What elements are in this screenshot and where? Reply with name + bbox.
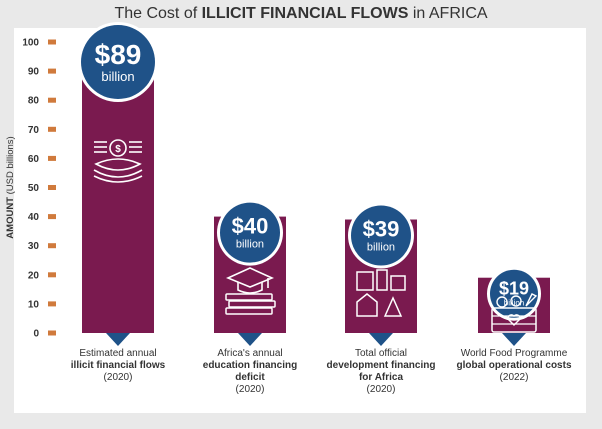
icon-dollar: $ — [115, 144, 121, 155]
chart-title: The Cost of ILLICIT FINANCIAL FLOWS in A… — [0, 5, 602, 23]
x-label-prefix: Estimated annual — [79, 348, 157, 359]
x-label-year: (2022) — [499, 372, 529, 383]
value-label: $40 — [232, 214, 269, 239]
y-tick-mark — [48, 214, 56, 220]
icon-crate — [491, 307, 537, 333]
value-label: $89 — [95, 39, 142, 70]
y-tick-mark — [48, 68, 56, 74]
icon-book — [225, 307, 273, 315]
icon-hand — [94, 158, 142, 171]
graduation-books-icon — [225, 267, 276, 315]
x-label-year: (2020) — [366, 384, 396, 395]
title-prefix: The Cost of — [114, 5, 202, 22]
bar-pointer — [238, 333, 262, 346]
value-label: $19 — [499, 279, 529, 299]
y-tick-mark — [48, 155, 56, 161]
icon-book — [225, 293, 273, 301]
y-tick-label: 20 — [28, 270, 40, 281]
icon-book — [228, 300, 276, 308]
icon-fruit — [496, 296, 508, 308]
y-tick-mark — [48, 126, 56, 132]
icon-fruit — [510, 295, 522, 307]
y-tick-label: 50 — [28, 183, 40, 194]
icon-cap-base — [237, 282, 263, 294]
badge-circle — [220, 202, 280, 263]
icon-heart — [507, 314, 521, 326]
x-label-bold: illicit financial flows — [70, 360, 166, 371]
icon-carrot — [525, 293, 538, 307]
x-tick-label: Estimated annual illicit financial flows(… — [58, 348, 178, 384]
y-tick-label: 70 — [28, 125, 40, 136]
y-tick-mark — [48, 243, 56, 249]
y-tick-mark — [48, 185, 56, 190]
badge-circle — [351, 205, 411, 266]
x-label-prefix: World Food Programme — [460, 348, 568, 359]
value-label: $39 — [363, 217, 400, 242]
title-bold: ILLICIT FINANCIAL FLOWS — [201, 5, 409, 22]
value-unit-label: billion — [504, 299, 524, 308]
y-tick-label: 30 — [28, 241, 40, 252]
y-tick-label: 0 — [33, 329, 39, 340]
icon-chain — [93, 175, 143, 183]
y-tick-label: 80 — [28, 96, 40, 107]
bar-pointer — [502, 333, 526, 346]
x-label-prefix: Africa's annual — [217, 348, 283, 359]
y-tick-label: 60 — [28, 154, 40, 165]
icon-building — [356, 271, 374, 291]
title-suffix: in AFRICA — [408, 5, 488, 22]
y-tick-label: 40 — [28, 212, 40, 223]
icon-building — [390, 275, 406, 291]
icon-building — [376, 269, 388, 291]
icon-hand-base — [93, 169, 143, 178]
value-unit-label: billion — [367, 242, 395, 254]
y-tick-label: 100 — [22, 38, 39, 49]
icon-tree — [383, 296, 403, 317]
x-tick-label: Total official development financing for … — [321, 348, 441, 396]
y-axis-label: AMOUNT (USD billions) — [5, 136, 16, 238]
city-buildings-icon — [356, 269, 406, 317]
x-label-bold: global operational costs — [456, 360, 572, 371]
bar-pointer — [106, 333, 130, 346]
y-tick-mark — [48, 97, 56, 103]
icon-house — [356, 293, 378, 317]
y-tick-mark — [48, 301, 56, 307]
x-label-bold: development financing for Africa — [326, 360, 436, 383]
x-label-year: (2020) — [103, 372, 133, 383]
y-tick-label: 10 — [28, 299, 40, 310]
bar — [82, 74, 154, 333]
food-crate-icon — [491, 293, 538, 333]
x-label-year: (2020) — [235, 384, 265, 395]
value-unit-label: billion — [101, 69, 134, 84]
icon-coin — [109, 139, 127, 157]
value-unit-label: billion — [236, 239, 264, 251]
y-tick-mark — [48, 39, 56, 45]
icon-cap — [225, 267, 275, 288]
x-label-bold: education financing deficit — [202, 360, 298, 383]
x-tick-label: World Food Programme global operational c… — [454, 348, 574, 384]
badge-circle — [81, 25, 155, 100]
y-tick-label: 90 — [28, 67, 40, 78]
x-tick-label: Africa's annual education financing defic… — [190, 348, 310, 396]
x-label-prefix: Total official — [354, 348, 408, 359]
bar-pointer — [369, 333, 393, 346]
y-tick-mark — [48, 330, 56, 336]
y-tick-mark — [48, 272, 56, 278]
money-hand-icon: $ — [93, 139, 143, 183]
